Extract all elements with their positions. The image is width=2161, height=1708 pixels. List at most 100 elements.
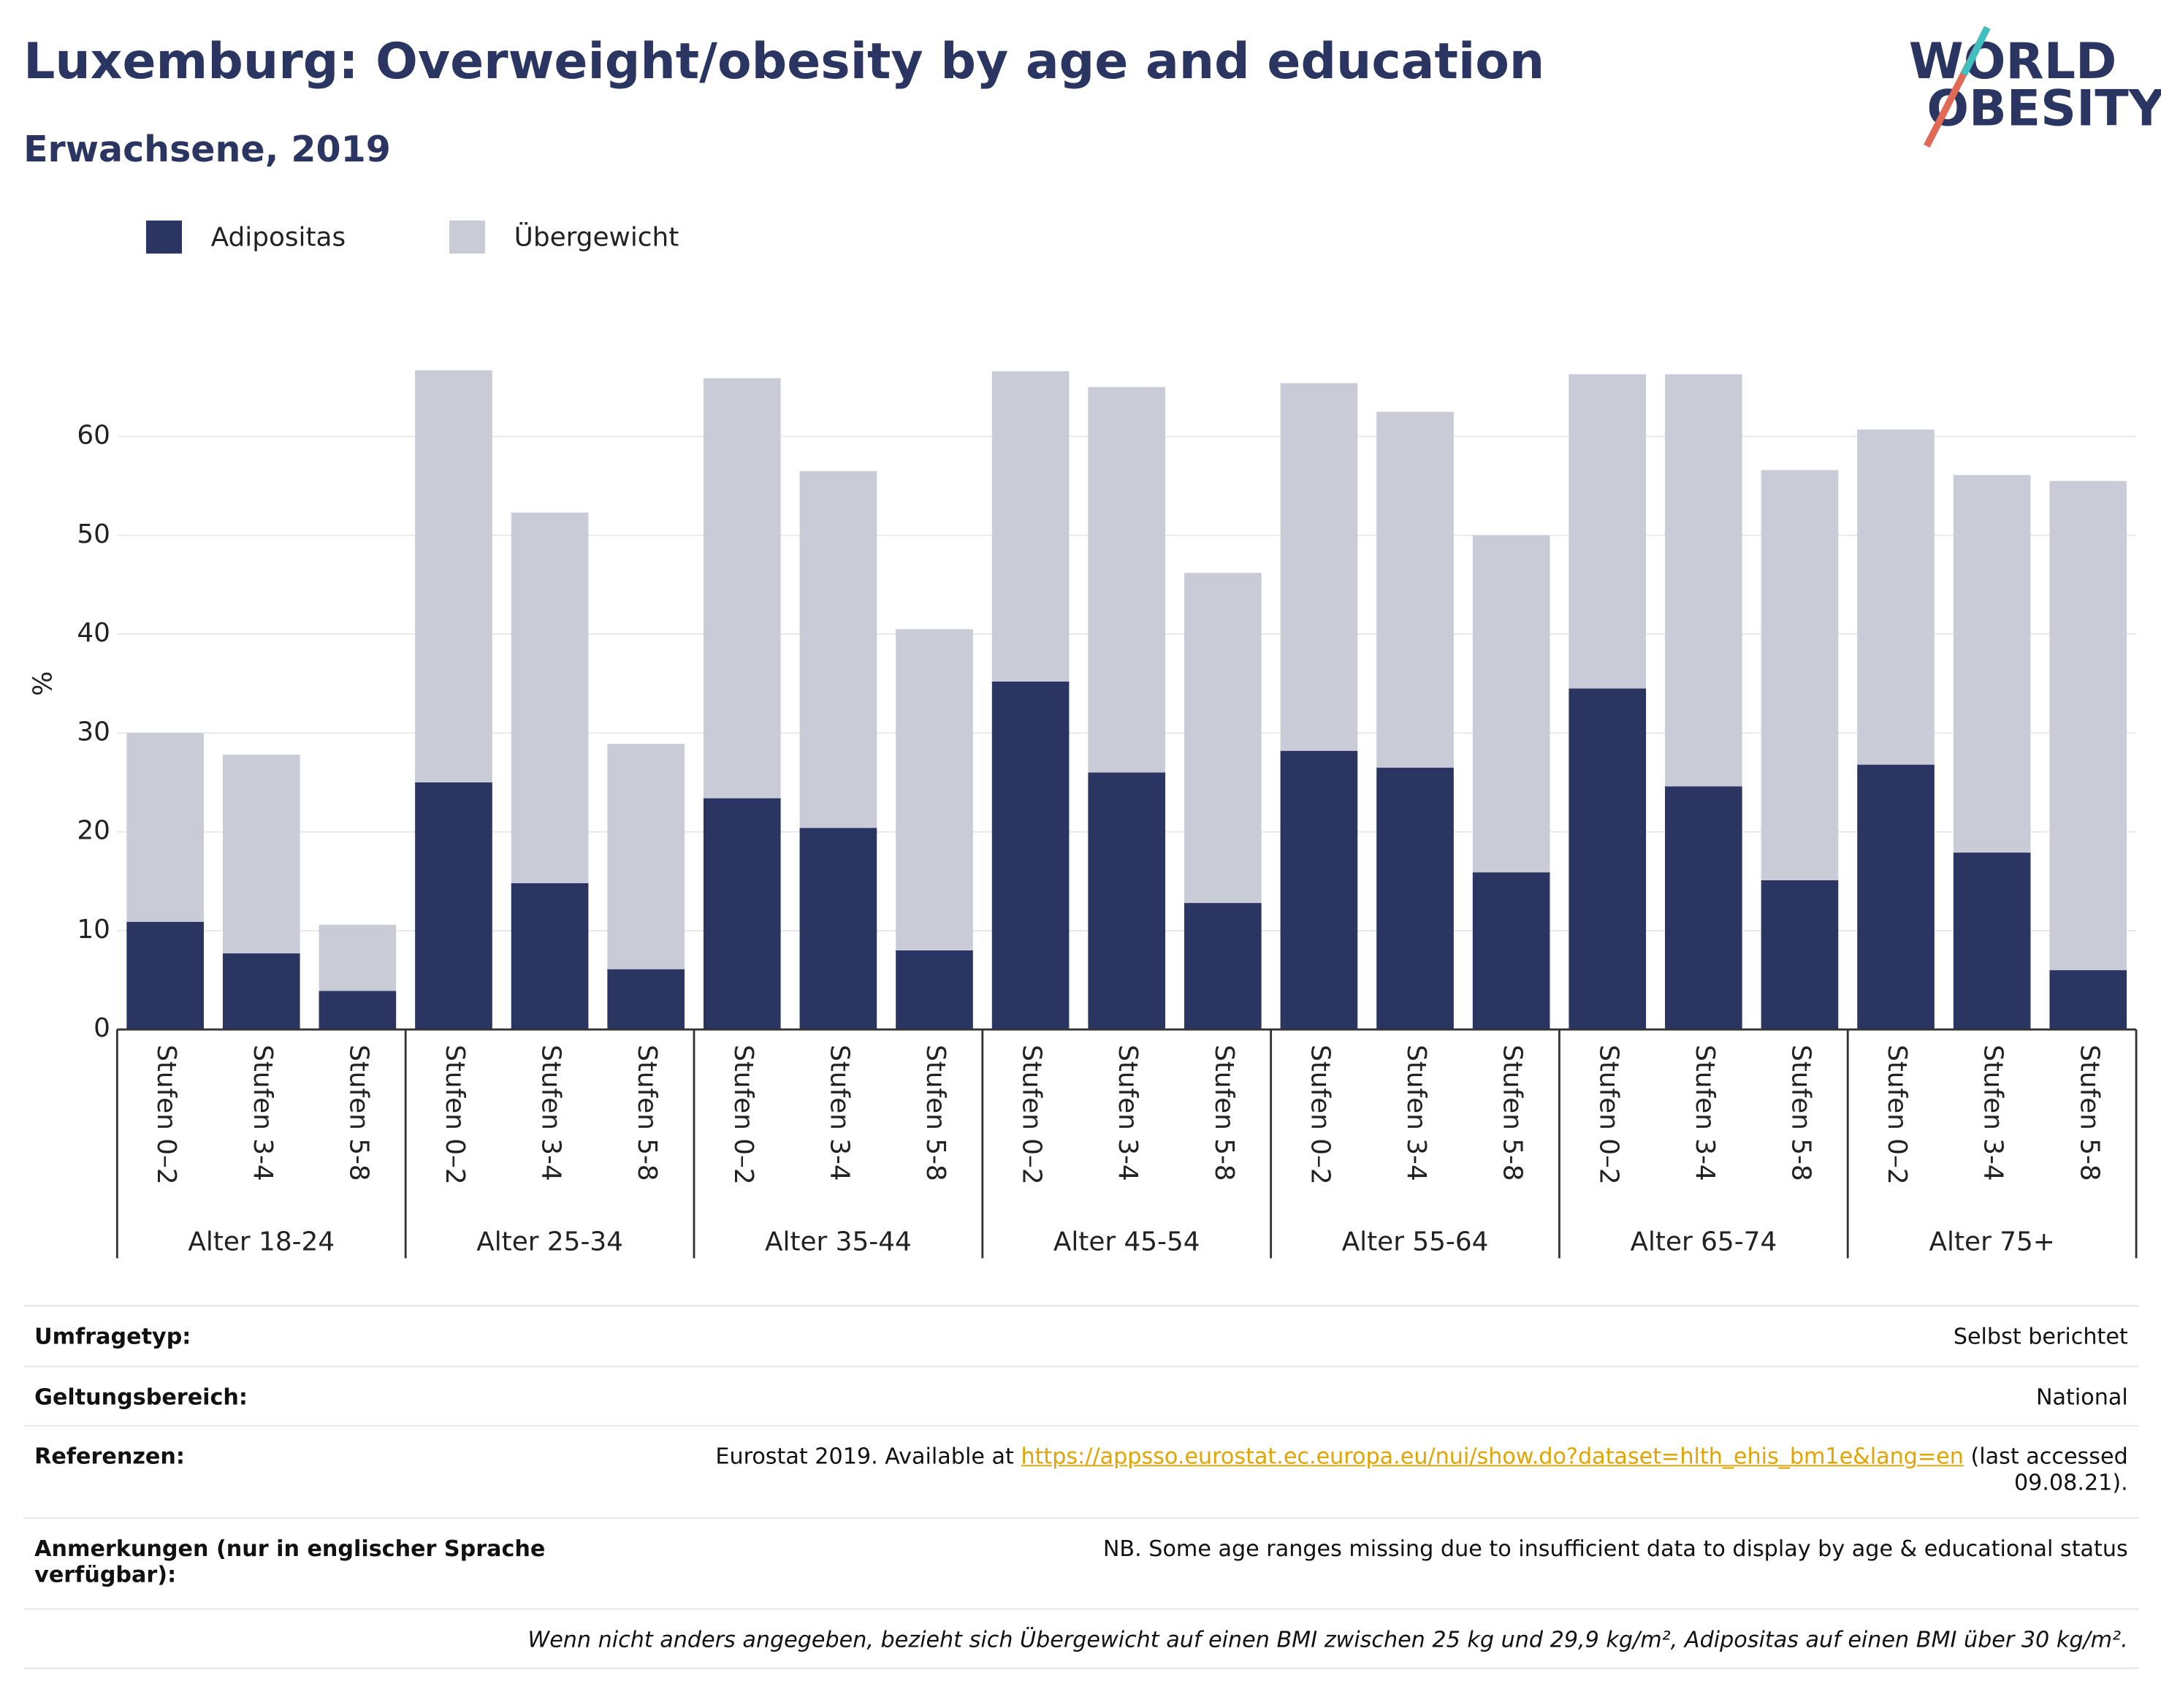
- bar-segment: [1761, 880, 1839, 1030]
- bar-segment: [511, 512, 589, 883]
- logo-slash: [1961, 26, 1991, 76]
- x-tick-label: Stufen 3-4: [536, 1045, 566, 1181]
- y-tick-label: 40: [77, 618, 110, 648]
- bar-segment: [1280, 750, 1358, 1030]
- footer-note: Wenn nicht anders angegeben, bezieht sic…: [527, 1626, 2128, 1652]
- x-tick-label: Stufen 5-8: [921, 1045, 950, 1181]
- bar-segment: [415, 370, 492, 782]
- bar-segment: [1665, 374, 1742, 787]
- group-label: Alter 25-34: [476, 1227, 623, 1257]
- bar-segment: [799, 470, 877, 828]
- bar-segment: [222, 953, 300, 1030]
- y-tick-label: 50: [77, 519, 110, 549]
- group-label: Alter 18-24: [188, 1227, 335, 1257]
- bar-segment: [1472, 872, 1550, 1030]
- reference-tail: (last accessed 09.08.21).: [1970, 1443, 2128, 1495]
- bar-segment: [1376, 767, 1454, 1030]
- group-label: Alter 45-54: [1053, 1227, 1200, 1257]
- y-tick-label: 30: [77, 717, 110, 747]
- footer-row: Anmerkungen (nur in englischer Sprache v…: [23, 1517, 2139, 1587]
- bar-segment: [319, 924, 397, 991]
- bar-segment: [126, 733, 204, 922]
- x-tick-label: Stufen 0–2: [728, 1045, 758, 1185]
- bar-segment: [1280, 383, 1358, 751]
- x-tick-label: Stufen 3-4: [1401, 1045, 1431, 1181]
- bar-segment: [799, 828, 877, 1030]
- footer-row: Referenzen: Eurostat 2019. Available at h…: [23, 1425, 2139, 1495]
- bar-segment: [1569, 688, 1647, 1030]
- x-tick-label: Stufen 3-4: [824, 1045, 854, 1181]
- y-axis-label: %: [28, 671, 58, 696]
- y-tick-label: 10: [77, 915, 110, 945]
- footer-label: Anmerkungen (nur in englischer Sprache v…: [34, 1535, 546, 1588]
- x-tick-label: Stufen 0–2: [1593, 1045, 1623, 1185]
- group-label: Alter 55-64: [1342, 1227, 1489, 1257]
- x-tick-label: Stufen 5-8: [343, 1045, 373, 1181]
- x-tick-label: Stufen 0–2: [151, 1045, 181, 1185]
- bar-segment: [896, 950, 973, 1030]
- bar-segment: [415, 782, 492, 1030]
- reference-text: Eurostat 2019. Available at: [715, 1443, 1014, 1470]
- bar-segment: [607, 744, 685, 969]
- x-tick-label: Stufen 5-8: [1498, 1045, 1528, 1181]
- logo-text: WORLD: [1909, 33, 2117, 91]
- x-tick-label: Stufen 0–2: [1305, 1045, 1335, 1185]
- x-tick-label: Stufen 3-4: [1690, 1045, 1720, 1181]
- footer-value: NB. Some age ranges missing due to insuf…: [1102, 1535, 2128, 1562]
- group-label: Alter 75+: [1929, 1227, 2055, 1257]
- group-label: Alter 65-74: [1630, 1227, 1777, 1257]
- bar-segment: [511, 882, 589, 1030]
- legend-swatch: [145, 220, 183, 254]
- bar-segment: [1761, 470, 1839, 880]
- x-tick-label: Stufen 5-8: [1209, 1045, 1239, 1181]
- footer-label: Umfragetyp:: [34, 1323, 191, 1349]
- y-tick-label: 20: [77, 816, 110, 846]
- bar-segment: [1088, 386, 1166, 773]
- x-tick-label: Stufen 3-4: [248, 1045, 278, 1181]
- legend-swatch: [449, 220, 486, 254]
- footer-value: Eurostat 2019. Available at https://apps…: [653, 1443, 2128, 1495]
- x-tick-label: Stufen 5-8: [2074, 1045, 2104, 1181]
- footer-row: Geltungsbereich: National: [23, 1365, 2139, 1410]
- bar-segment: [991, 371, 1070, 682]
- x-tick-label: Stufen 0–2: [440, 1045, 470, 1185]
- reference-link[interactable]: https://appsso.eurostat.ec.europa.eu/nui…: [1021, 1443, 1964, 1470]
- bar-segment: [319, 991, 397, 1030]
- footer-row: Umfragetyp: Selbst berichtet: [23, 1305, 2139, 1349]
- footer-value: National: [2035, 1384, 2128, 1410]
- bar-segment: [1665, 786, 1742, 1030]
- bar-segment: [1088, 772, 1166, 1030]
- x-tick-label: Stufen 3-4: [1978, 1045, 2008, 1181]
- bar-segment: [703, 798, 781, 1030]
- bar-segment: [2049, 481, 2127, 971]
- logo-text: OBESITY: [1926, 80, 2161, 137]
- footer-row: Wenn nicht anders angegeben, bezieht sic…: [23, 1608, 2139, 1669]
- y-tick-label: 0: [94, 1013, 110, 1043]
- legend-label: Übergewicht: [514, 221, 679, 252]
- bar-segment: [1472, 535, 1550, 873]
- bar-segment: [1184, 903, 1262, 1030]
- bar-segment: [1376, 411, 1454, 768]
- bar-segment: [607, 969, 685, 1030]
- bar-segment: [703, 378, 781, 798]
- footer-value: Selbst berichtet: [1953, 1323, 2128, 1349]
- bar-segment: [2049, 970, 2127, 1030]
- bar-segment: [1953, 853, 2031, 1030]
- bar-segment: [1857, 764, 1935, 1030]
- bar-segment: [991, 681, 1070, 1030]
- x-tick-label: Stufen 3-4: [1113, 1045, 1143, 1181]
- x-tick-label: Stufen 0–2: [1017, 1045, 1047, 1185]
- group-label: Alter 35-44: [765, 1227, 912, 1257]
- x-tick-label: Stufen 5-8: [1785, 1045, 1815, 1181]
- bar-segment: [126, 921, 204, 1030]
- bar-segment: [1857, 430, 1935, 765]
- bar-segment: [1184, 573, 1262, 904]
- x-tick-label: Stufen 5-8: [632, 1045, 662, 1181]
- y-tick-label: 60: [77, 420, 110, 450]
- footer-label: Geltungsbereich:: [34, 1384, 248, 1410]
- chart-subtitle: Erwachsene, 2019: [23, 128, 391, 170]
- bar-segment: [1569, 374, 1647, 689]
- bar-segment: [896, 629, 973, 950]
- chart: Luxemburg: Overweight/obesity by age and…: [23, 26, 2161, 1259]
